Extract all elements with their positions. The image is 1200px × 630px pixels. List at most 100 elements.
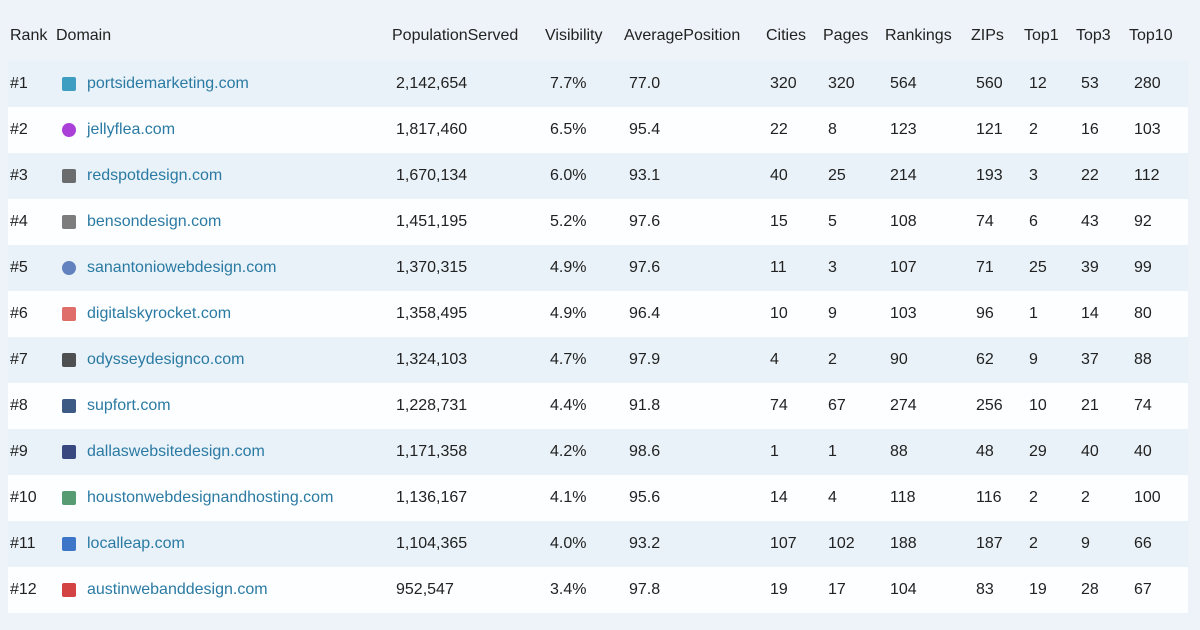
table-cell: 5.2%	[550, 213, 587, 230]
column-header: Rank	[10, 27, 48, 44]
table-cell: 95.6	[629, 489, 661, 506]
favicon	[62, 169, 76, 183]
table-cell: 67	[1134, 581, 1152, 598]
table-cell: 121	[976, 121, 1003, 138]
domain-link[interactable]: jellyflea.com	[87, 121, 176, 138]
table-cell: 4	[828, 489, 837, 506]
table-cell: 187	[976, 535, 1003, 552]
table-cell: 2	[828, 351, 837, 368]
domain-link[interactable]: portsidemarketing.com	[87, 75, 249, 92]
table-row: #8 supfort.com 1,228,731 4.4% 91.8 74 67 274 256…	[8, 383, 1188, 429]
column-header: Top10	[1129, 27, 1173, 44]
table-cell: 53	[1081, 75, 1099, 92]
table-cell: 4.7%	[550, 351, 587, 368]
table-cell: 320	[828, 75, 855, 92]
table-cell: 9	[1029, 351, 1038, 368]
table-cell: 48	[976, 443, 994, 460]
table-cell: 2	[1029, 489, 1038, 506]
column-header: Top1	[1024, 27, 1059, 44]
table-cell: 564	[890, 75, 917, 92]
table-cell: 97.8	[629, 581, 661, 598]
domain-link[interactable]: localleap.com	[87, 535, 185, 552]
table-cell: 1,670,134	[396, 167, 468, 184]
favicon	[62, 353, 76, 367]
table-cell: 93.2	[629, 535, 661, 552]
table-cell: 1,817,460	[396, 121, 468, 138]
table-cell: 9	[1081, 535, 1090, 552]
table-cell: 29	[1029, 443, 1047, 460]
column-header: Pages	[823, 27, 869, 44]
domain-link[interactable]: supfort.com	[87, 397, 171, 414]
table-cell: 1	[770, 443, 779, 460]
domain-link[interactable]: dallaswebsitedesign.com	[87, 443, 265, 460]
table-cell: 116	[976, 489, 1002, 506]
table-cell: 1,228,731	[396, 397, 468, 414]
favicon	[62, 583, 76, 597]
table-cell: #10	[10, 489, 37, 506]
table-cell: 104	[890, 581, 917, 598]
table-cell: 74	[1134, 397, 1152, 414]
table-cell: 39	[1081, 259, 1099, 276]
column-header: Domain	[56, 27, 112, 44]
table-cell: #7	[10, 351, 28, 368]
table-cell: 4.0%	[550, 535, 587, 552]
table-cell: 19	[1029, 581, 1047, 598]
table-cell: 67	[828, 397, 846, 414]
table-cell: #4	[10, 213, 28, 230]
domain-link[interactable]: bensondesign.com	[87, 213, 222, 230]
table-cell: 43	[1081, 213, 1099, 230]
table-cell: 4.9%	[550, 259, 587, 276]
table-row: #1 portsidemarketing.com 2,142,654 7.7% 77.0…	[8, 61, 1188, 107]
table-cell: 1,104,365	[396, 535, 468, 552]
domain-link[interactable]: odysseydesignco.com	[87, 351, 245, 368]
table-cell: 3	[1029, 167, 1038, 184]
table-cell: 112	[1134, 167, 1160, 184]
table-cell: 952,547	[396, 581, 454, 598]
table-cell: 77.0	[629, 75, 661, 92]
table-cell: #5	[10, 259, 28, 276]
table-cell: 37	[1081, 351, 1099, 368]
favicon	[62, 491, 76, 505]
table-row: #2 jellyflea.com 1,817,460 6.5% 95.4 22 8 123 12…	[8, 107, 1188, 153]
table-cell: 6.0%	[550, 167, 587, 184]
table-cell: 1	[828, 443, 837, 460]
table-cell: 40	[770, 167, 788, 184]
table-cell: 100	[1134, 489, 1161, 506]
table-cell: 95.4	[629, 121, 661, 138]
domain-link[interactable]: digitalskyrocket.com	[87, 305, 232, 322]
table-cell: 97.6	[629, 213, 661, 230]
table-cell: 4.9%	[550, 305, 587, 322]
column-header: PopulationServed	[392, 27, 519, 44]
domain-link[interactable]: austinwebanddesign.com	[87, 581, 268, 598]
table-row: #11 localleap.com 1,104,365 4.0% 93.2 107 102 1…	[8, 521, 1188, 567]
favicon	[62, 261, 76, 275]
column-header: Top3	[1076, 27, 1111, 44]
table-row: #9 dallaswebsitedesign.com 1,171,358 4.2% 98…	[8, 429, 1188, 475]
table-cell: 3	[828, 259, 837, 276]
favicon	[62, 123, 76, 137]
table-cell: #11	[10, 535, 36, 552]
table-cell: 103	[1134, 121, 1161, 138]
table-cell: #1	[10, 75, 28, 92]
table-cell: 10	[770, 305, 788, 322]
table-cell: 5	[828, 213, 837, 230]
table-cell: 108	[890, 213, 917, 230]
table-row: #3 redspotdesign.com 1,670,134 6.0% 93.1 40 25…	[8, 153, 1188, 199]
table-cell: 103	[890, 305, 917, 322]
table-cell: 188	[890, 535, 917, 552]
table-cell: 91.8	[629, 397, 661, 414]
table-cell: 12	[1029, 75, 1047, 92]
table-cell: 92	[1134, 213, 1152, 230]
table-cell: #6	[10, 305, 28, 322]
table-cell: 214	[890, 167, 917, 184]
column-header: Cities	[766, 27, 807, 44]
table-cell: #8	[10, 397, 28, 414]
domain-link[interactable]: houstonwebdesignandhosting.com	[87, 489, 334, 506]
domain-link[interactable]: sanantoniowebdesign.com	[87, 259, 277, 276]
table-cell: 2	[1081, 489, 1090, 506]
table-cell: 96.4	[629, 305, 661, 322]
table-cell: #2	[10, 121, 28, 138]
domain-link[interactable]: redspotdesign.com	[87, 167, 223, 184]
table-cell: 90	[890, 351, 908, 368]
